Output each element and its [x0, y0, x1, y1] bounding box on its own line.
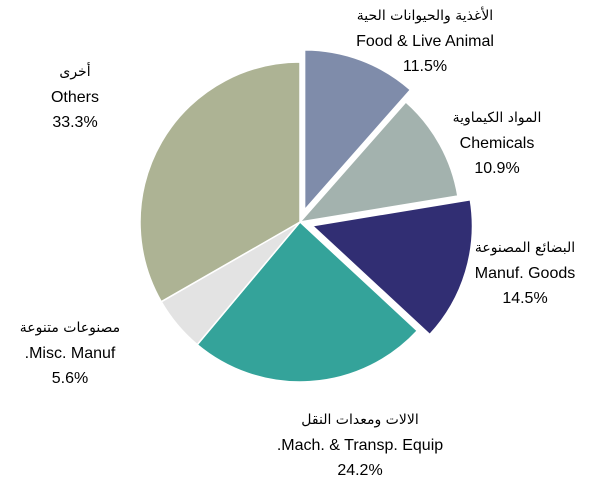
slice-value-label: 10.9% [474, 160, 519, 177]
slice-label-ar: مصنوعات متنوعة [20, 320, 120, 336]
slice-value-label: 33.3% [52, 114, 97, 131]
slice-value-label: 11.5% [403, 58, 447, 75]
pie-slice [303, 49, 412, 212]
pie-slice [139, 61, 301, 303]
slice-label-ar: المواد الكيماوية [453, 110, 542, 126]
slice-label: Others [51, 89, 99, 106]
slice-value-label: 5.6% [52, 370, 88, 387]
pie-slice [298, 100, 459, 224]
slice-label: Chemicals [460, 135, 535, 152]
slice-label: .Misc. Manuf [25, 345, 116, 362]
pie-slice [196, 220, 419, 383]
slice-label-ar: الأغذية والحيوانات الحية [357, 6, 493, 24]
slice-label-ar: البضائع المصنوعة [475, 240, 575, 256]
slice-label: Food & Live Animal [356, 33, 494, 50]
slice-value-label: 14.5% [502, 290, 547, 307]
slice-label-ar: أخرى [59, 62, 90, 80]
slice-value-label: 24.2% [337, 462, 382, 479]
slice-label: .Mach. & Transp. Equip [277, 437, 443, 454]
slice-label: Manuf. Goods [475, 265, 576, 282]
slice-label-ar: الالات ومعدات النقل [301, 412, 418, 428]
pie-slice [310, 198, 474, 336]
